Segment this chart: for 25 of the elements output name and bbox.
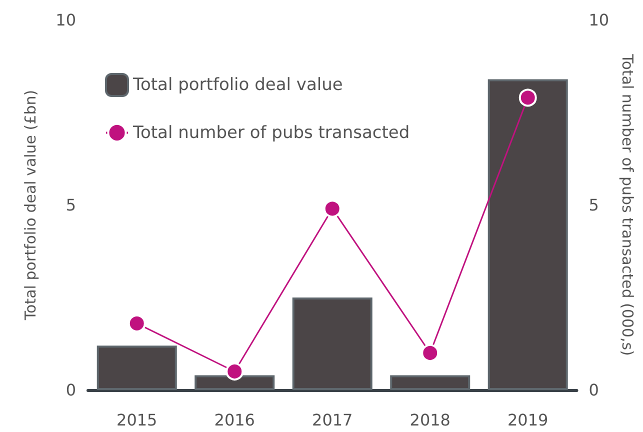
point [226,362,244,380]
x-tick-label: 2015 [116,410,158,430]
y-tick-label: 0 [66,380,76,400]
y2-axis-title: Total number of pubs transacted (000,s) [618,53,636,356]
legend-label: Total portfolio deal value [132,75,343,95]
y-axis-title: Total portfolio deal value (£bn) [22,90,40,322]
bar [292,298,372,390]
x-tick-label: 2016 [214,410,255,430]
x-tick-label: 2018 [410,410,450,430]
x-tick-label: 2019 [508,410,548,430]
point [323,200,342,218]
y-tick-label: 10 [56,10,76,30]
y2-tick-label: 10 [588,10,610,30]
bar [390,375,470,390]
point [421,344,440,362]
bar [194,375,275,390]
point [518,88,537,107]
y-tick-label: 5 [66,196,76,214]
y2-tick-label: 5 [588,196,599,214]
bar [96,346,177,390]
point [128,314,146,332]
legend-label: Total number of pubs transacted [132,122,410,143]
y2-tick-label: 0 [588,380,599,400]
bar [488,79,568,390]
x-tick-label: 2017 [312,410,353,430]
